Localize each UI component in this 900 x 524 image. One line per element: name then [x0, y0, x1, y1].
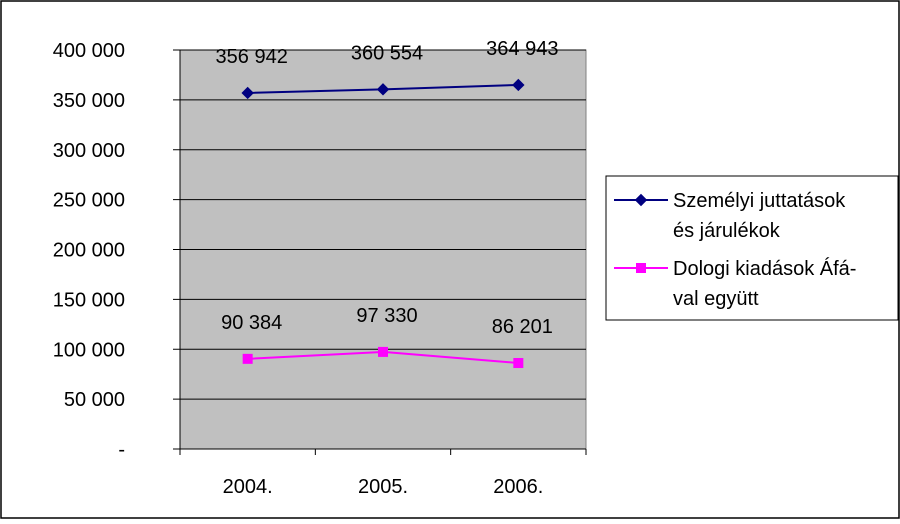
legend-label-0-line-0: Személyi juttatások — [673, 190, 846, 212]
series-1-point-2 — [513, 358, 524, 369]
legend-marker-0 — [634, 193, 648, 207]
y-tick-label-3: 150 000 — [53, 289, 125, 311]
series-0-data-label-0: 356 942 — [216, 46, 288, 68]
legend-marker-1 — [636, 263, 646, 273]
y-tick-label-5: 250 000 — [53, 190, 125, 212]
series-1-data-label-2: 86 201 — [492, 316, 553, 338]
y-tick-label-6: 300 000 — [53, 140, 125, 162]
y-tick-label-7: 350 000 — [53, 90, 125, 112]
series-0-point-1 — [376, 83, 390, 96]
series-0-data-label-2: 364 943 — [486, 38, 558, 60]
series-1-data-label-1: 97 330 — [356, 305, 417, 327]
legend-label-1-line-1: val együtt — [673, 288, 759, 310]
y-tick-label-8: 400 000 — [53, 40, 125, 62]
legend-label-0-line-1: és járulékok — [673, 220, 781, 242]
x-tick-label-1: 2005. — [358, 476, 408, 498]
y-tick-label-4: 200 000 — [53, 240, 125, 262]
series-0-data-label-1: 360 554 — [351, 42, 423, 64]
series-1-data-label-0: 90 384 — [221, 312, 282, 334]
x-tick-label-0: 2004. — [223, 476, 273, 498]
y-tick-label-0: - — [118, 439, 125, 461]
series-0-point-2 — [512, 78, 525, 92]
series-1-point-1 — [378, 346, 388, 357]
series-0-point-0 — [241, 86, 254, 100]
series-1-point-0 — [242, 353, 253, 364]
x-tick-label-2: 2006. — [493, 476, 543, 498]
legend-label-1-line-0: Dologi kiadások Áfá- — [673, 257, 856, 280]
y-tick-label-1: 50 000 — [64, 389, 125, 411]
y-tick-label-2: 100 000 — [53, 339, 125, 361]
